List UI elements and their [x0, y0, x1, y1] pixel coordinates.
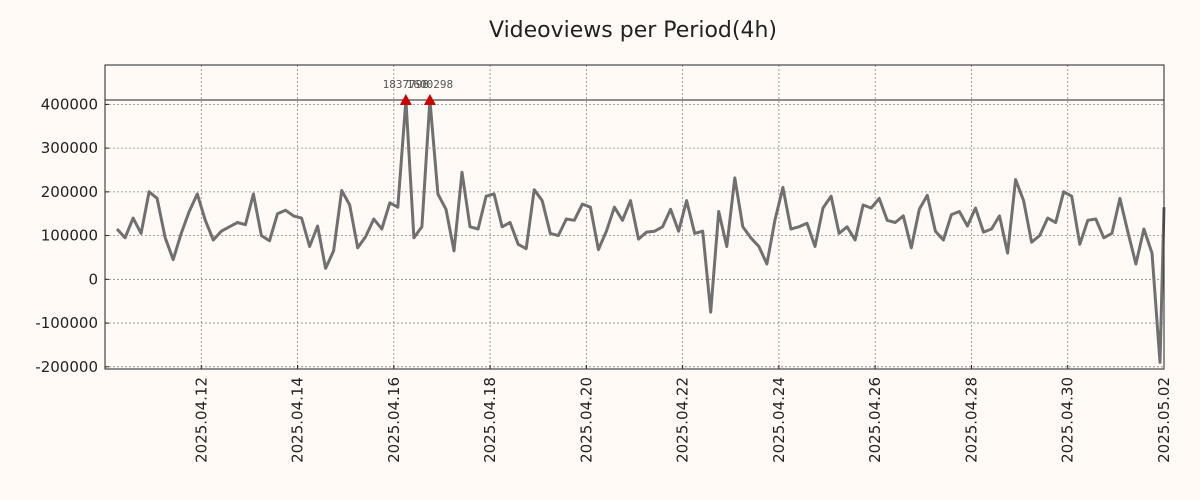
series-layer [115, 98, 1166, 364]
y-tick-label: 200000 [41, 183, 98, 201]
chart-title: Videoviews per Period(4h) [489, 18, 777, 43]
x-tick-label: 2025.04.20 [577, 377, 595, 463]
x-tick-label: 2025.04.22 [674, 377, 692, 463]
peak-marker [423, 93, 436, 105]
y-axis: 400000 300000 200000 100000 0 -100000 -200000 [35, 95, 109, 376]
x-tick-label: 2025.04.18 [481, 377, 499, 463]
y-tick-label: 400000 [41, 95, 98, 113]
x-tick-label: 2025.04.16 [385, 377, 403, 463]
x-tick-label: 2025.05.02 [1155, 377, 1173, 463]
y-tick-label: 100000 [41, 227, 98, 245]
peak-label: 1837798 [383, 78, 429, 91]
y-tick-label: -100000 [35, 314, 98, 332]
x-tick-label: 2025.04.30 [1059, 377, 1077, 463]
y-tick-label: -200000 [35, 358, 98, 376]
x-axis: 2025.04.12 2025.04.14 2025.04.16 2025.04.18… [192, 365, 1173, 463]
x-tick-label: 2025.04.14 [289, 377, 307, 463]
x-tick-label: 2025.04.24 [770, 377, 788, 463]
plot-frame [104, 64, 1165, 370]
x-tick-label: 2025.04.26 [866, 377, 884, 463]
series-line [115, 98, 1166, 364]
peak-marker [399, 93, 412, 105]
y-tick-label: 0 [88, 270, 98, 288]
y-tick-label: 300000 [41, 139, 98, 157]
x-tick-label: 2025.04.28 [962, 377, 980, 463]
peak-label: 1600298 [407, 78, 453, 91]
x-tick-label: 2025.04.12 [192, 377, 210, 463]
